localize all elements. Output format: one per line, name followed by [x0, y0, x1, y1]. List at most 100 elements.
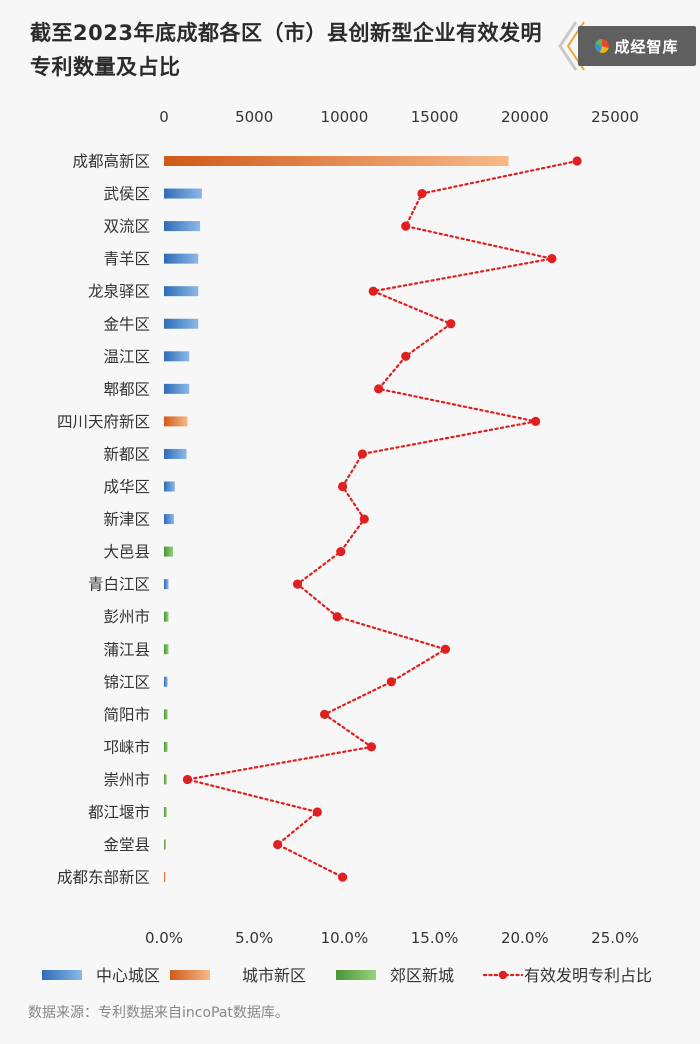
ratio-point — [547, 254, 557, 264]
bottom-axis-tick-label: 20.0% — [501, 929, 549, 947]
category-label: 锦江区 — [103, 673, 150, 691]
ratio-point — [319, 709, 330, 719]
bottom-axis-tick-label: 5.0% — [235, 929, 273, 947]
category-label: 青白江区 — [88, 576, 150, 594]
bar — [164, 253, 199, 264]
bar — [164, 676, 168, 687]
category-label: 简阳市 — [103, 706, 150, 724]
chart-title: 截至2023年底成都各区（市）县创新型企业有效发明专利数量及占比 — [30, 21, 542, 79]
top-axis-tick-label: 0 — [159, 108, 169, 126]
patent-chart: 0 5000 10000 15000 20000 25000 0.0% 5.0% 10.0% 1… — [42, 108, 652, 985]
top-axis-tick-label: 20000 — [501, 108, 549, 126]
category-label: 温江区 — [103, 348, 150, 366]
ratio-point — [417, 188, 427, 199]
legend-label: 有效发明专利占比 — [524, 966, 652, 985]
ratio-point — [337, 872, 348, 882]
ratio-point — [440, 644, 451, 654]
category-label: 蒲江县 — [103, 641, 150, 659]
ratio-point — [366, 742, 377, 752]
category-label: 双流区 — [103, 218, 150, 236]
legend: 中心城区 城市新区 郊区新城 有效发明专利占比 — [42, 966, 652, 985]
bottom-axis: 0.0% 5.0% 10.0% 15.0% 20.0% 25.0% — [145, 929, 639, 947]
bottom-axis-tick-label: 10.0% — [321, 929, 369, 947]
ratio-point — [336, 547, 346, 557]
top-axis-tick-label: 15000 — [411, 108, 459, 126]
bar — [164, 839, 166, 850]
legend-label: 中心城区 — [96, 966, 160, 985]
top-axis-tick-label: 25000 — [591, 108, 639, 126]
legend-swatch-icon — [42, 970, 82, 980]
ratio-point — [182, 774, 193, 785]
logo-mark-icon — [595, 39, 610, 53]
bar — [164, 611, 169, 622]
ratio-point — [374, 384, 384, 394]
ratio-line-series — [182, 156, 582, 882]
ratio-line-path — [187, 159, 579, 879]
brand-logo: 成经智库 — [556, 20, 698, 72]
top-axis: 0 5000 10000 15000 20000 25000 — [159, 108, 639, 126]
category-label: 成都高新区 — [72, 153, 150, 171]
bar — [164, 221, 201, 232]
bar — [164, 188, 202, 199]
bar — [164, 351, 190, 362]
ratio-point — [312, 807, 322, 817]
bar — [164, 644, 169, 655]
category-label: 郫都区 — [103, 380, 150, 398]
bar — [164, 156, 509, 166]
bar-series — [164, 156, 509, 883]
category-label: 成华区 — [103, 478, 150, 496]
ratio-point — [332, 612, 342, 622]
bottom-axis-tick-label: 15.0% — [411, 929, 459, 947]
ratio-point — [368, 286, 378, 296]
logo-badge: 成经智库 — [578, 26, 696, 66]
ratio-point — [401, 351, 411, 361]
category-label: 金牛区 — [103, 315, 150, 333]
bar — [164, 481, 175, 492]
bottom-axis-tick-label: 0.0% — [145, 929, 183, 947]
category-label: 金堂县 — [103, 836, 150, 854]
legend-ratio-marker-icon — [498, 970, 508, 980]
bar — [164, 318, 199, 329]
ratio-point — [446, 319, 456, 329]
bar — [164, 546, 174, 557]
legend-swatch-icon — [170, 970, 210, 980]
bar — [164, 416, 188, 427]
bar — [164, 579, 169, 590]
ratio-point — [386, 677, 396, 687]
category-label: 青羊区 — [103, 250, 150, 268]
ratio-point — [292, 579, 303, 589]
category-label: 大邑县 — [103, 543, 150, 561]
category-label: 武侯区 — [103, 185, 150, 203]
bar — [164, 286, 199, 297]
bar — [164, 448, 187, 459]
category-label: 四川天府新区 — [57, 413, 150, 431]
bar — [164, 807, 167, 817]
bar — [164, 383, 190, 394]
bar — [164, 514, 174, 525]
top-axis-tick-label: 5000 — [235, 108, 273, 126]
category-label: 新都区 — [103, 445, 150, 463]
ratio-point — [572, 156, 582, 166]
category-label: 邛崃市 — [103, 738, 150, 756]
source-note: 数据来源：专利数据来自incoPat数据库。 — [28, 1005, 289, 1021]
legend-label: 城市新区 — [242, 966, 306, 985]
category-label: 成都东部新区 — [57, 869, 150, 887]
bottom-axis-tick-label: 25.0% — [591, 929, 639, 947]
bar — [164, 709, 168, 720]
bar — [164, 872, 166, 883]
category-labels: 成都高新区武侯区双流区青羊区龙泉驿区金牛区温江区郫都区四川天府新区新都区成华区新… — [57, 153, 150, 887]
category-label: 彭州市 — [103, 608, 150, 626]
ratio-point — [359, 514, 369, 524]
category-label: 新津区 — [103, 511, 150, 529]
legend-swatch-icon — [336, 970, 376, 980]
legend-label: 郊区新城 — [390, 966, 454, 985]
ratio-point — [401, 221, 411, 231]
category-label: 都江堰市 — [88, 804, 150, 822]
top-axis-tick-label: 10000 — [321, 108, 369, 126]
bar — [164, 774, 167, 785]
ratio-point — [531, 416, 541, 426]
ratio-point — [337, 481, 348, 492]
category-label: 崇州市 — [103, 771, 150, 789]
category-label: 龙泉驿区 — [88, 283, 150, 301]
ratio-point — [273, 839, 283, 850]
